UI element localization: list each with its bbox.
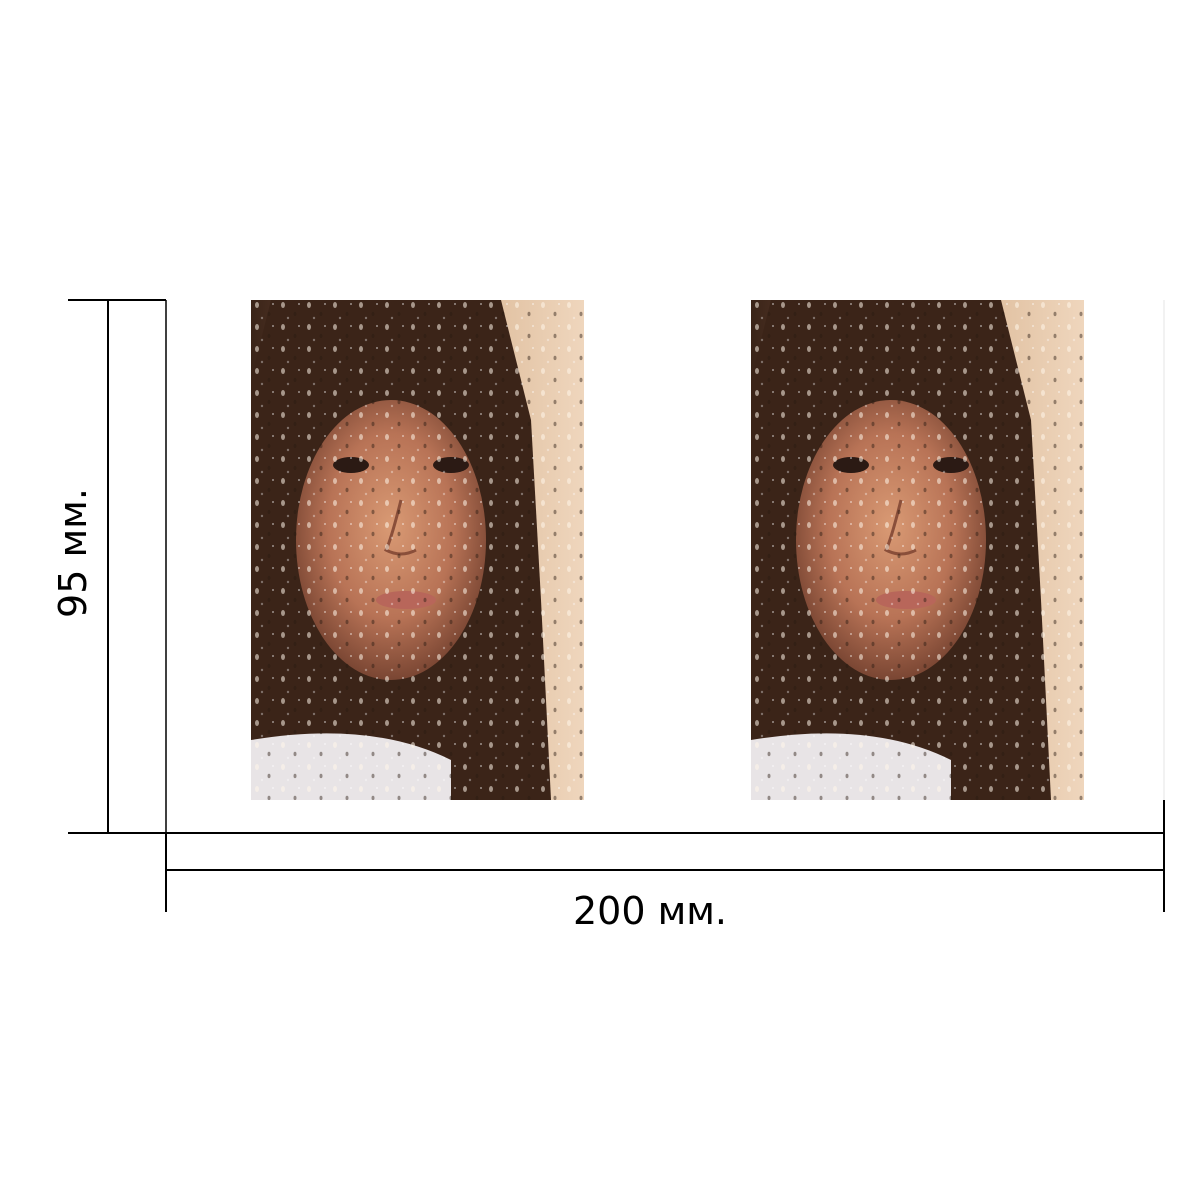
photo-right bbox=[751, 300, 1084, 800]
photo-left bbox=[251, 300, 584, 800]
portrait-image bbox=[251, 300, 584, 800]
width-label: 200 мм. bbox=[572, 889, 728, 933]
height-label: 95 мм. bbox=[51, 488, 95, 618]
portrait-image bbox=[751, 300, 1084, 800]
